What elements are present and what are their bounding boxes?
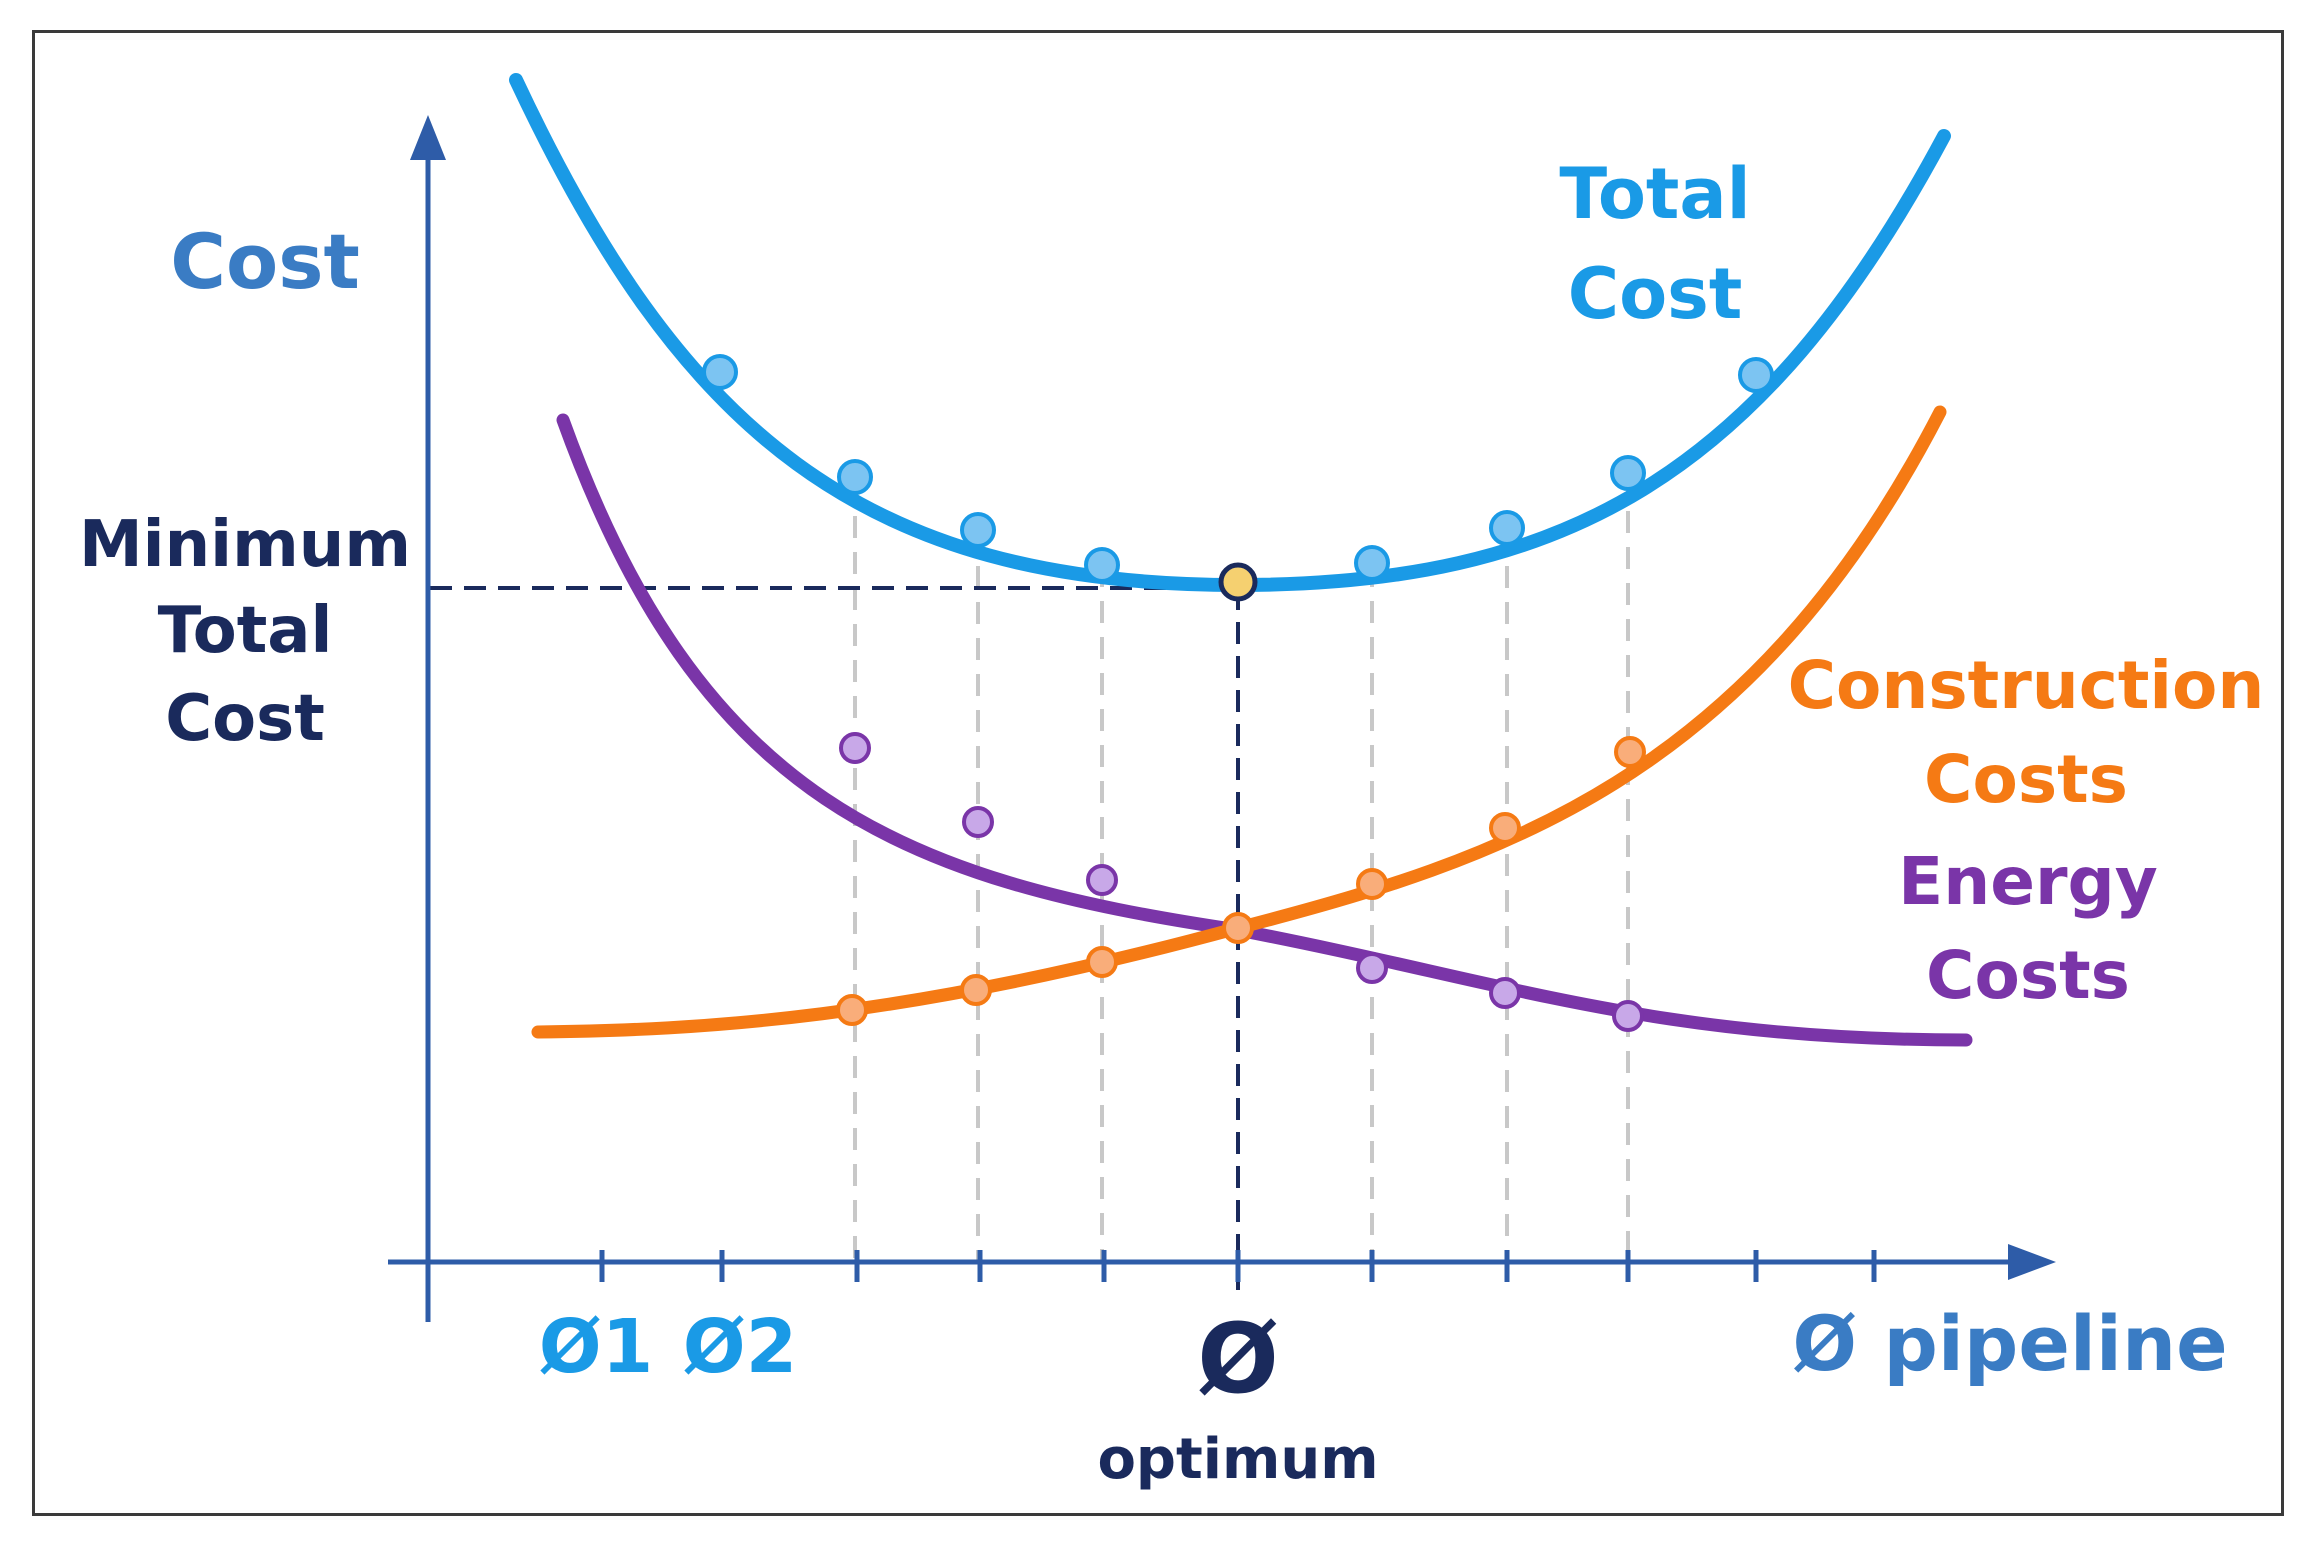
energy-costs-curve <box>556 413 1973 1047</box>
construction-cost-point <box>960 974 992 1006</box>
total-cost-line: Cost <box>1568 253 1743 335</box>
min-total-cost-label: Minimum Total Cost <box>79 508 411 756</box>
total-cost-point <box>702 354 738 390</box>
energy-costs-line: Energy <box>1898 843 2158 920</box>
total-cost-point <box>1610 455 1646 491</box>
energy-cost-point <box>1086 864 1118 896</box>
y-axis-label: Cost <box>170 217 360 306</box>
optimum-symbol: Ø <box>1197 1303 1279 1415</box>
construction-cost-point <box>836 994 868 1026</box>
min-total-cost-line: Total <box>158 594 333 668</box>
grid-guides <box>853 475 1630 1262</box>
construction-costs-line: Costs <box>1924 741 2128 818</box>
construction-costs-markers <box>836 736 1646 1026</box>
min-total-cost-line: Minimum <box>79 508 411 582</box>
construction-cost-point <box>1086 946 1118 978</box>
tick-label-d2: Ø2 <box>683 1304 797 1390</box>
energy-costs-markers <box>839 732 1644 1032</box>
total-cost-line: Total <box>1559 153 1750 235</box>
axes <box>388 115 2056 1322</box>
construction-cost-point <box>1489 812 1521 844</box>
total-cost-label: Total Cost <box>1559 153 1750 335</box>
chart-frame <box>32 30 2284 1516</box>
total-cost-point <box>1084 547 1120 583</box>
energy-costs-label: Energy Costs <box>1898 843 2158 1014</box>
construction-cost-point <box>1222 912 1254 944</box>
construction-costs-curve <box>531 405 1947 1039</box>
optimum-label: optimum <box>1097 1427 1378 1492</box>
construction-cost-point <box>1356 868 1388 900</box>
energy-cost-point <box>962 806 994 838</box>
min-total-cost-line: Cost <box>165 682 325 756</box>
x-axis-ticks <box>599 1250 1877 1282</box>
total-cost-point <box>1354 545 1390 581</box>
optimum-guides <box>430 586 1240 1290</box>
energy-cost-point <box>1489 977 1521 1009</box>
x-axis-arrow <box>2008 1244 2056 1280</box>
construction-cost-point <box>1614 736 1646 768</box>
total-cost-point <box>1489 510 1525 546</box>
energy-cost-point <box>1612 1000 1644 1032</box>
tick-label-d1: Ø1 <box>539 1304 653 1390</box>
total-cost-point <box>960 512 996 548</box>
energy-cost-point <box>1356 952 1388 984</box>
construction-costs-label: Construction Costs <box>1788 647 2265 818</box>
optimum-point <box>1218 562 1258 602</box>
total-cost-point <box>837 459 873 495</box>
energy-costs-line: Costs <box>1926 937 2130 1014</box>
total-cost-point <box>1738 357 1774 393</box>
x-axis-label: Ø pipeline <box>1792 1299 2227 1388</box>
total-cost-markers <box>702 354 1774 583</box>
construction-costs-line: Construction <box>1788 647 2265 724</box>
energy-cost-point <box>839 732 871 764</box>
y-axis-arrow <box>410 115 446 160</box>
